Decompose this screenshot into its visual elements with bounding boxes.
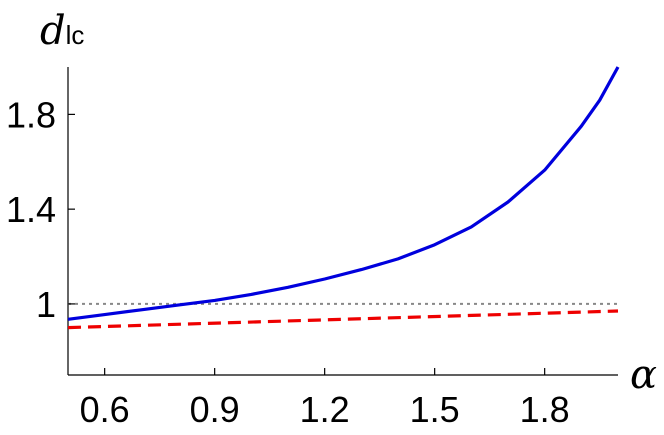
series-line-solid — [67, 66, 620, 321]
x-axis-label: α — [630, 352, 657, 398]
x-tick-label: 1.5 — [410, 389, 460, 430]
x-tick-label: 1.8 — [520, 389, 570, 430]
ticks-layer: 0.6 0.9 1.2 1.5 1.8 1 1.4 1.8 — [6, 94, 570, 430]
y-axis-label-subscript: lc — [66, 20, 85, 50]
axes — [67, 67, 618, 376]
series-layer — [67, 66, 620, 330]
x-tick-label: 1.2 — [300, 389, 350, 430]
x-tick-label: 0.6 — [80, 389, 130, 430]
y-tick-label: 1.4 — [6, 189, 56, 230]
y-axis-label: dlc — [40, 8, 84, 54]
y-tick-label: 1 — [36, 284, 56, 325]
x-tick-label: 0.9 — [190, 389, 240, 430]
y-axis-label-main: d — [40, 8, 66, 54]
y-tick-label: 1.8 — [6, 94, 56, 135]
series-line-dashed — [67, 309, 619, 330]
